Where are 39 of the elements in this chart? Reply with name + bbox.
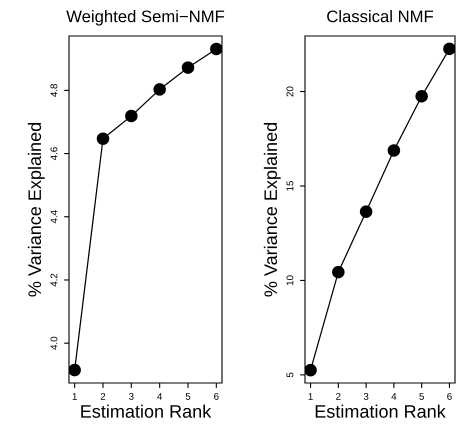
y-tick-label: 4.4 <box>50 210 58 224</box>
x-tick-label: 5 <box>419 393 424 400</box>
point <box>210 42 222 56</box>
y-tick-label: 4.2 <box>50 274 58 287</box>
x-tick-label: 2 <box>100 392 106 400</box>
x-tick-label: 6 <box>447 392 452 400</box>
chart-title: Weighted Semi−NMF <box>66 10 224 26</box>
y-axis-title: % Variance Explained <box>28 123 45 297</box>
point <box>153 83 166 96</box>
x-tick-label: 6 <box>214 392 219 400</box>
point <box>182 61 194 74</box>
point <box>443 42 455 56</box>
x-tick-label: 3 <box>364 392 368 400</box>
y-tick-label: 4.0 <box>50 336 58 350</box>
y-tick-label: 15 <box>286 180 294 191</box>
point <box>360 205 372 218</box>
point <box>415 90 428 103</box>
x-tick-label: 4 <box>391 393 396 400</box>
y-tick-label: 5 <box>286 372 294 378</box>
y-tick-label: 4.8 <box>50 84 58 97</box>
y-tick-label: 4.6 <box>50 147 58 160</box>
point <box>388 144 400 157</box>
point <box>69 364 81 376</box>
point <box>96 132 110 145</box>
x-tick-label: 5 <box>186 393 190 400</box>
x-tick-label: 3 <box>129 392 134 400</box>
x-axis-title: Estimation Rank <box>316 404 446 418</box>
point <box>305 364 317 376</box>
x-tick-label: 4 <box>157 393 162 400</box>
x-tick-label: 2 <box>336 392 341 400</box>
y-tick-label: 20 <box>286 86 294 96</box>
point <box>332 266 345 278</box>
point <box>125 110 138 122</box>
x-axis-title: Estimation Rank <box>81 404 212 418</box>
y-tick-label: 10 <box>286 275 294 286</box>
y-axis-title: % Variance Explained <box>264 123 281 297</box>
x-tick-label: 1 <box>308 393 313 400</box>
chart-title: Classical NMF <box>327 10 434 22</box>
x-tick-label: 1 <box>72 393 77 400</box>
